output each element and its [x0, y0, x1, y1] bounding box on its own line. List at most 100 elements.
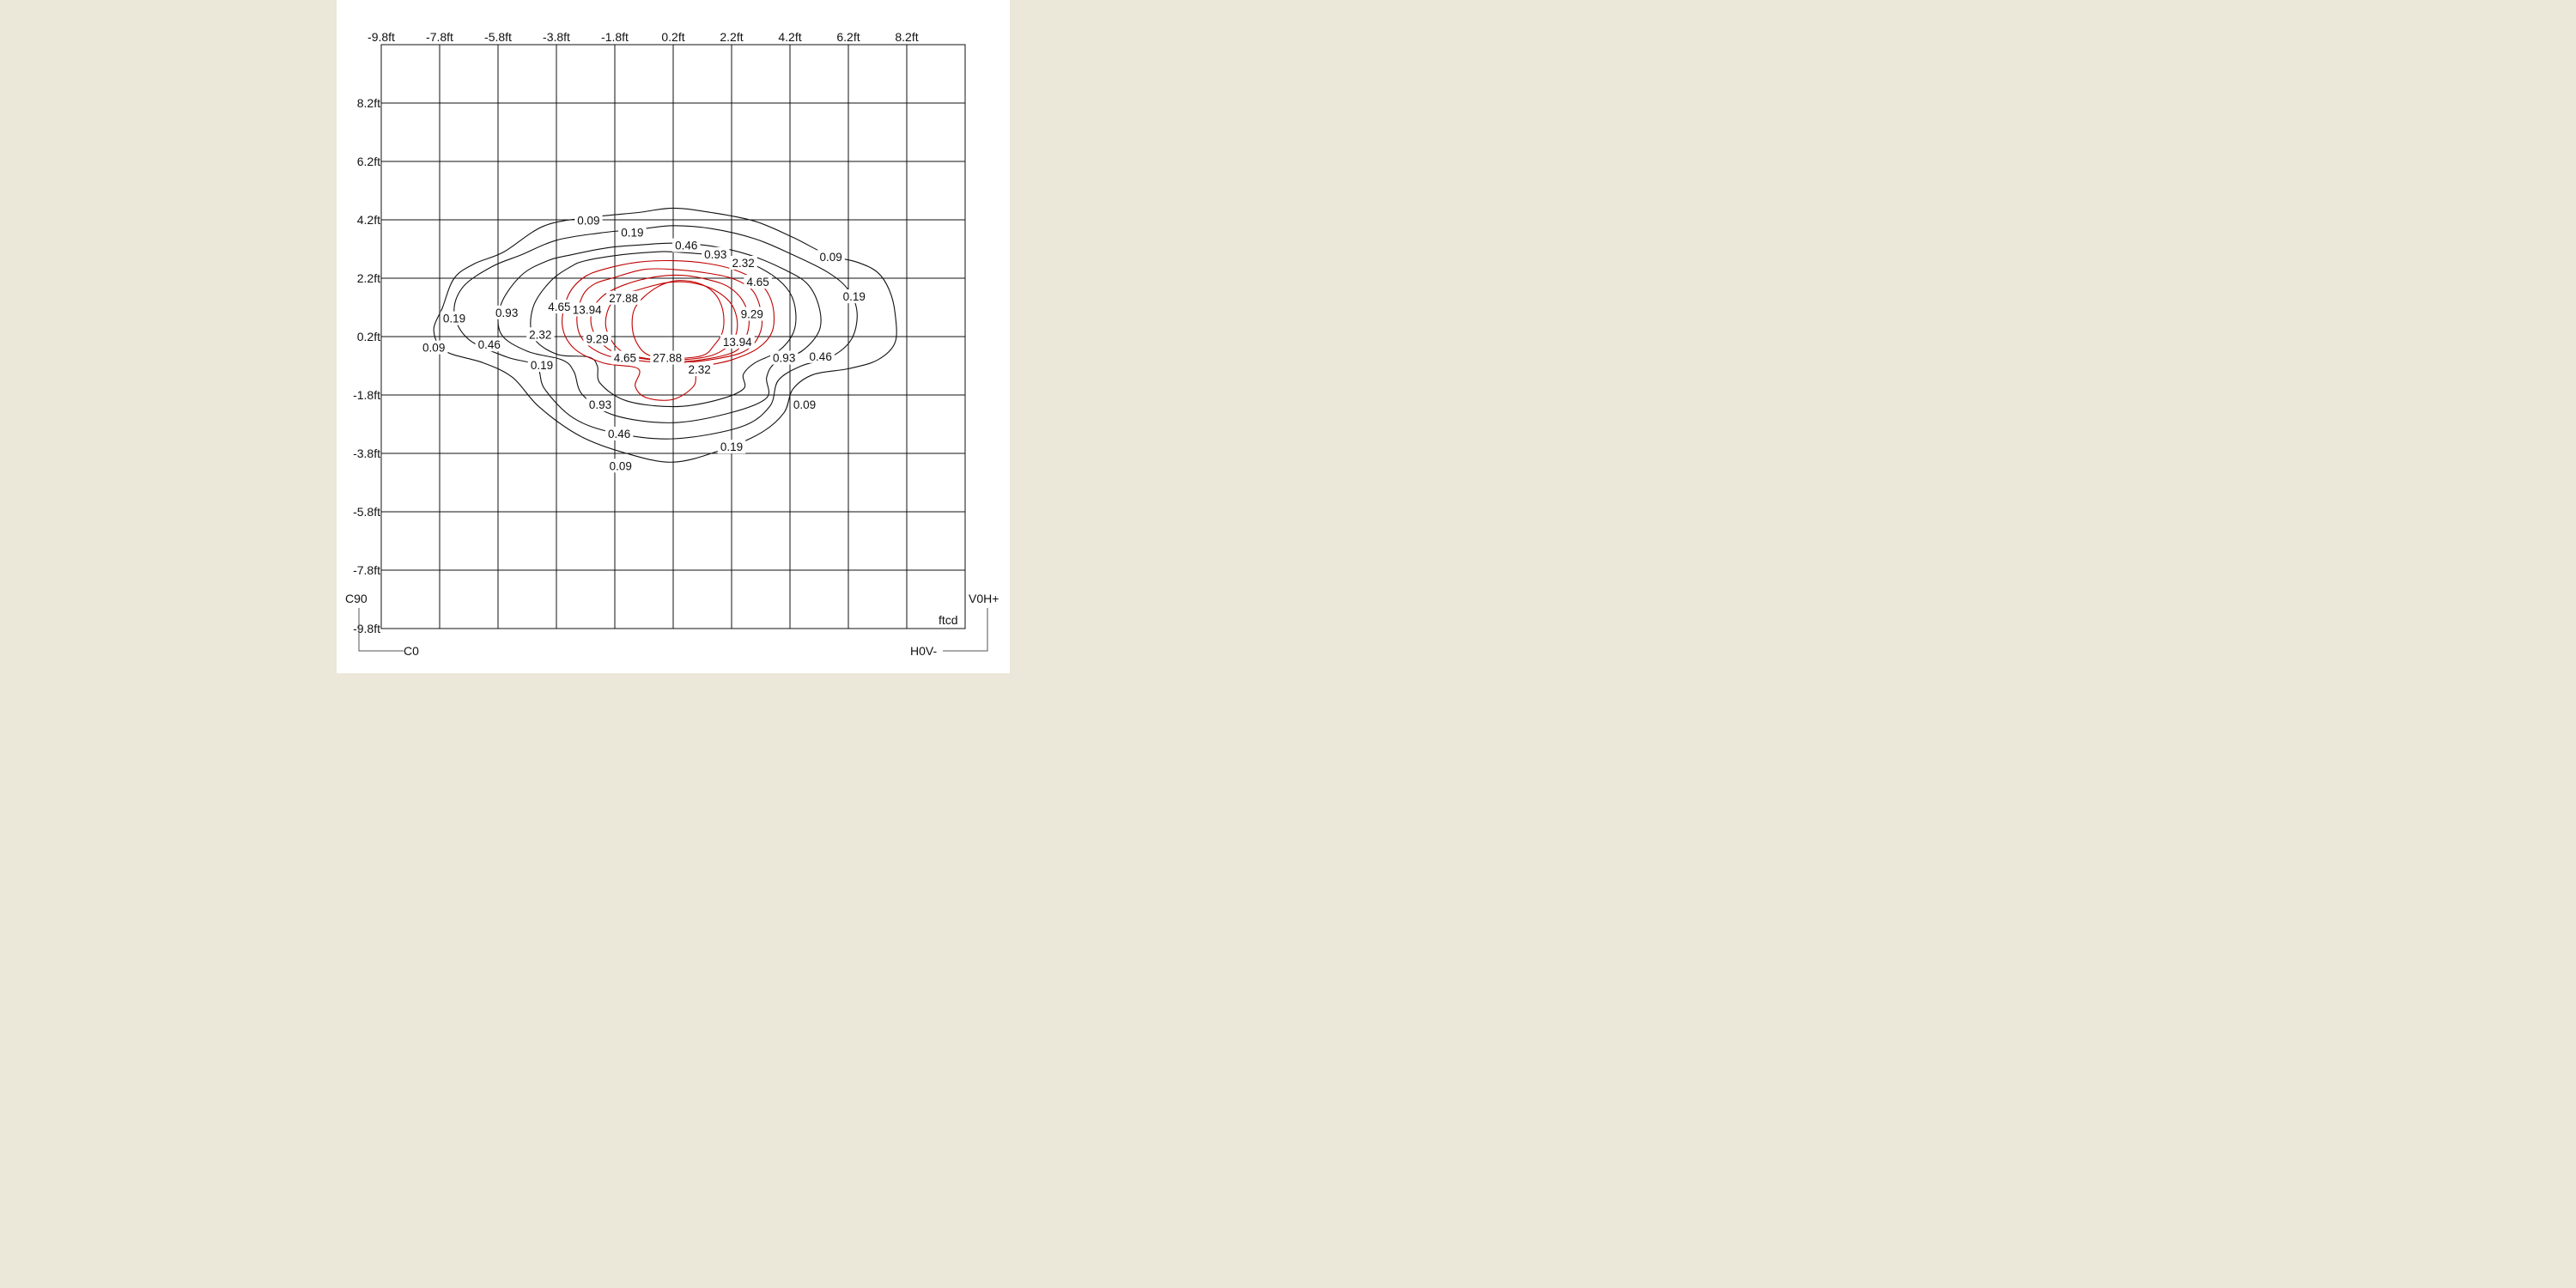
contour-label-background [720, 334, 755, 349]
contour-lines [433, 207, 897, 463]
contour-label-background [420, 340, 448, 355]
y-tick-label: 4.2ft [357, 213, 380, 227]
y-tick-label: 0.2ft [357, 330, 380, 343]
contour-label-background [611, 350, 640, 365]
y-tick-label: -3.8ft [353, 447, 380, 460]
contour-value-label: 4.65 [614, 352, 636, 365]
x-tick-label: 0.2ft [661, 30, 684, 44]
grid-lines [380, 45, 965, 629]
contour-label-background [569, 302, 605, 317]
y-tick-label: -5.8ft [353, 505, 380, 519]
contour-value-label: 4.65 [548, 301, 570, 313]
contour-line-0.19 [453, 225, 858, 440]
contour-label-background [583, 331, 611, 346]
contour-value-label: 2.32 [732, 257, 754, 270]
corner-label-v0h: V0H+ [969, 592, 999, 605]
contour-value-label: 27.88 [609, 292, 638, 305]
contour-label-background [770, 350, 799, 365]
contour-value-label: 9.29 [586, 332, 608, 345]
y-tick-label: -1.8ft [353, 388, 380, 402]
contour-line-0.46 [497, 242, 822, 423]
x-tick-label: 4.2ft [778, 30, 801, 44]
contour-value-label: 0.09 [577, 215, 599, 228]
contour-value-label: 0.46 [810, 350, 832, 363]
y-tick-label: 2.2ft [357, 271, 380, 285]
contour-value-label: 0.09 [610, 459, 632, 472]
contour-value-label: 0.93 [495, 307, 518, 319]
contour-label-background [493, 305, 521, 319]
contour-value-label: 0.19 [531, 359, 553, 372]
contour-label-background [475, 337, 503, 352]
contour-label-background [790, 397, 819, 411]
contour-value-label: 0.19 [621, 226, 643, 239]
contour-value-label: 13.94 [723, 336, 752, 349]
contour-label-background [527, 358, 556, 372]
contour-value-label: 0.46 [478, 338, 501, 351]
corner-label-c0: C0 [404, 644, 419, 658]
contour-label-background [685, 362, 714, 377]
x-tick-label: -3.8ft [543, 30, 570, 44]
y-tick-label: -7.8ft [353, 563, 380, 577]
contour-value-label: 0.93 [704, 248, 726, 261]
contour-value-label: 0.09 [793, 398, 816, 411]
contour-line-9.29 [590, 274, 750, 362]
contour-label-background [744, 275, 772, 289]
contour-line-0.09 [433, 207, 897, 463]
contour-label-background [618, 225, 647, 240]
x-tick-label: 2.2ft [720, 30, 743, 44]
x-tick-label: -1.8ft [601, 30, 629, 44]
contour-value-label: 4.65 [746, 276, 769, 289]
corner-label-h0v: H0V- [910, 644, 937, 658]
contour-label-background [738, 307, 766, 321]
contour-value-label: 2.32 [529, 328, 551, 341]
x-tick-label: -7.8ft [426, 30, 453, 44]
contour-value-label: 0.19 [720, 440, 743, 453]
contour-label-background [545, 300, 574, 313]
y-tick-label: 6.2ft [357, 155, 380, 168]
contour-value-label: 0.46 [608, 428, 630, 440]
contour-label-background [702, 246, 730, 261]
contour-value-label: 0.93 [589, 398, 611, 411]
contour-value-label: 0.19 [843, 290, 866, 303]
contour-value-label: 13.94 [573, 303, 602, 316]
contour-line-27.88 [631, 280, 725, 360]
x-tick-label: 8.2ft [895, 30, 918, 44]
y-tick-label: -9.8ft [353, 622, 380, 635]
x-tick-label: -5.8ft [484, 30, 512, 44]
x-tick-label: -9.8ft [368, 30, 395, 44]
contour-value-label: 0.09 [819, 251, 841, 264]
contour-value-label: 0.19 [443, 313, 465, 325]
contour-value-label: 0.09 [422, 342, 445, 355]
contour-value-label: 0.93 [773, 352, 795, 365]
x-tick-label: 6.2ft [836, 30, 860, 44]
contour-label-background [650, 350, 685, 365]
contour-label-background [526, 327, 555, 342]
contour-label-background [605, 426, 634, 440]
contour-value-label: 0.46 [675, 240, 697, 252]
y-tick-labels: 8.2ft 6.2ft 4.2ft 2.2ft 0.2ft -1.8ft -3.8ft -5.… [353, 96, 380, 635]
contour-value-labels: 0.09 0.19 0.46 0.93 2.32 0.09 4.65 0.19 27.88 4.6… [420, 213, 868, 473]
contour-label-background [574, 213, 603, 228]
y-tick-label: 8.2ft [357, 96, 380, 110]
contour-label-background [840, 289, 868, 304]
h-axis-bracket [943, 608, 988, 652]
chart-panel: -9.8ft -7.8ft -5.8ft -3.8ft -1.8ft 0.2ft 2.2ft… [337, 0, 1010, 673]
c-axis-bracket [358, 608, 404, 652]
contour-line-13.94 [605, 281, 738, 361]
contour-line-4.65 [576, 268, 763, 364]
contour-value-label: 27.88 [653, 352, 682, 365]
corner-label-c90: C90 [345, 592, 368, 605]
contour-label-background [729, 256, 757, 270]
contour-label-background [672, 238, 701, 252]
contour-label-background [817, 250, 845, 264]
isolux-contour-chart: -9.8ft -7.8ft -5.8ft -3.8ft -1.8ft 0.2ft 2.2ft… [345, 30, 999, 658]
contour-label-background [606, 290, 641, 305]
contour-value-label: 9.29 [741, 308, 763, 321]
contour-label-background [806, 349, 835, 363]
contour-label-background [717, 440, 746, 454]
unit-label: ftcd [939, 613, 958, 627]
contour-label-background [586, 397, 615, 411]
contour-value-label: 2.32 [688, 363, 710, 376]
contour-line-2.32 [562, 259, 775, 401]
x-tick-labels: -9.8ft -7.8ft -5.8ft -3.8ft -1.8ft 0.2ft 2.2ft… [368, 30, 919, 44]
